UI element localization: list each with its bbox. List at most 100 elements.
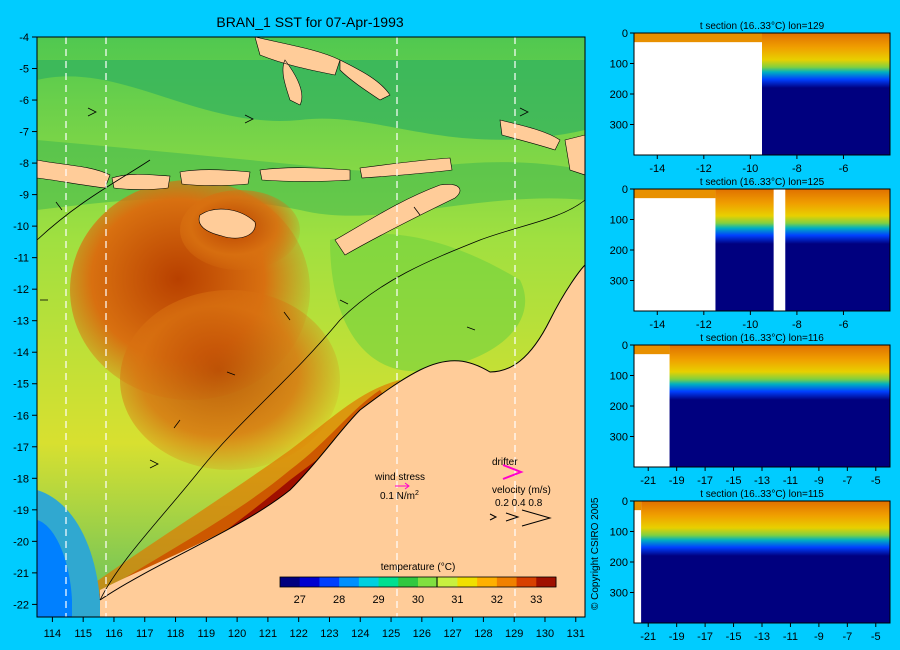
section-xtick-label: -14 xyxy=(649,163,665,175)
shelf-contour xyxy=(37,159,585,601)
map-ytick-label: -20 xyxy=(13,536,29,548)
section-xtick-label: -12 xyxy=(696,163,712,175)
colorbar-tick-label: 28 xyxy=(333,594,345,606)
colorbar-swatch xyxy=(299,577,320,587)
wind-stress-arrow-head xyxy=(404,482,410,490)
section-xtick-label: -6 xyxy=(839,163,849,175)
section-xtick-label: -5 xyxy=(871,631,881,643)
velocity-arrows xyxy=(489,509,552,527)
section-xtick-label: -19 xyxy=(669,475,685,487)
sumba-island xyxy=(198,208,256,239)
colorbar-tick-label: 33 xyxy=(530,594,542,606)
section-xtick-label: -7 xyxy=(842,631,852,643)
section-ocean xyxy=(715,189,890,311)
section-ytick-label: 200 xyxy=(610,89,628,101)
map-ytick-label: -16 xyxy=(13,410,29,422)
drifter-label: drifter xyxy=(492,457,518,468)
colorbar-tick-label: 32 xyxy=(491,594,503,606)
map-ytick-label: -15 xyxy=(13,379,29,391)
map-ytick-label: -7 xyxy=(19,127,29,139)
map-ytick-label: -4 xyxy=(19,32,29,44)
section-2: t section (16..33°C) lon=125 0 100 200 300 -1… xyxy=(610,177,891,331)
map-xtick-label: 121 xyxy=(259,628,277,640)
figure-title: BRAN_1 SST for 07-Apr-1993 xyxy=(216,14,403,30)
section-shelf-water xyxy=(634,501,642,511)
section-ytick-label: 200 xyxy=(610,557,628,569)
map-xtick-label: 115 xyxy=(74,628,92,640)
map-xtick-label: 119 xyxy=(198,628,216,640)
section-xtick-label: -12 xyxy=(696,319,712,331)
sst-map xyxy=(37,37,585,617)
section-ytick-label: 0 xyxy=(622,340,628,352)
map-y-axis: -4 -5 -6 -7 -8 -9 -10 -11 -12 -13 -14 -15 -16 -17 -18 -… xyxy=(13,32,37,611)
velocity-label: velocity (m/s) xyxy=(492,485,551,496)
australia-land xyxy=(100,265,585,617)
colorbar-tick-label: 30 xyxy=(412,594,424,606)
section-4: t section (16..33°C) lon=115 0 100 200 300 -2… xyxy=(610,489,891,643)
colorbar-swatch xyxy=(339,577,360,587)
section-ocean xyxy=(762,33,890,155)
section-ytick-label: 300 xyxy=(610,120,628,132)
colorbar-tick-label: 27 xyxy=(294,594,306,606)
colorbar-swatch xyxy=(457,577,478,587)
section-ytick-label: 300 xyxy=(610,588,628,600)
coastline xyxy=(99,264,585,601)
cool-water-southwest-core xyxy=(37,520,72,617)
section-xtick-label: -17 xyxy=(697,631,713,643)
section-xtick-label: -19 xyxy=(669,631,685,643)
map-ytick-label: -19 xyxy=(13,505,29,517)
colorbar-label: temperature (°C) xyxy=(381,562,456,573)
section-title: t section (16..33°C) lon=125 xyxy=(700,177,825,188)
colorbar-swatch xyxy=(477,577,498,587)
coastal-warm-halo xyxy=(70,380,410,610)
cool-water-band xyxy=(37,60,585,140)
map-xtick-label: 131 xyxy=(567,628,585,640)
colorbar-swatch xyxy=(378,577,399,587)
section-title: t section (16..33°C) lon=115 xyxy=(700,489,824,500)
map-ytick-label: -21 xyxy=(13,568,29,580)
map-ytick-label: -5 xyxy=(19,64,29,76)
section-xtick-label: -11 xyxy=(783,631,798,643)
map-xtick-label: 117 xyxy=(136,628,154,640)
map-ytick-label: -18 xyxy=(13,473,29,485)
section-ytick-label: 100 xyxy=(610,371,628,383)
section-ytick-label: 200 xyxy=(610,401,628,413)
section-xtick-label: -13 xyxy=(754,475,770,487)
section-xtick-label: -5 xyxy=(871,475,881,487)
colorbar-swatch xyxy=(437,577,458,587)
colorbar-swatch xyxy=(319,577,340,587)
section-ytick-label: 0 xyxy=(622,28,628,40)
section-shelf-water xyxy=(634,189,716,199)
section-xtick-label: -13 xyxy=(754,631,770,643)
map-ytick-label: -22 xyxy=(13,599,29,611)
section-ytick-label: 100 xyxy=(610,215,628,227)
section-1: t section (16..33°C) lon=129 0 100 200 300 -1… xyxy=(610,21,891,175)
warm-eddy-centre xyxy=(120,290,340,470)
mixed-water-zone xyxy=(330,233,526,372)
wind-vectors xyxy=(40,107,529,469)
section-title: t section (16..33°C) lon=116 xyxy=(700,333,824,344)
section-xtick-label: -8 xyxy=(792,163,802,175)
section-ytick-label: 300 xyxy=(610,432,628,444)
section-xtick-label: -21 xyxy=(640,631,656,643)
map-xtick-label: 127 xyxy=(443,628,461,640)
map-ytick-label: -10 xyxy=(13,221,29,233)
northern-islands xyxy=(254,37,561,151)
wind-stress-label: wind stress xyxy=(374,472,425,483)
map-xtick-label: 122 xyxy=(290,628,308,640)
section-xtick-label: -15 xyxy=(726,631,742,643)
section-ytick-label: 0 xyxy=(622,184,628,196)
map-xtick-label: 120 xyxy=(228,628,246,640)
colorbar-tick-label: 29 xyxy=(372,594,384,606)
velocity-values: 0.2 0.4 0.8 xyxy=(495,498,543,509)
section-ocean xyxy=(669,345,890,467)
map-xtick-label: 123 xyxy=(320,628,338,640)
section-xtick-label: -14 xyxy=(649,319,665,331)
t-sections: t section (16..33°C) lon=129 0 100 200 300 -1… xyxy=(610,21,891,643)
section-xtick-label: -21 xyxy=(640,475,656,487)
colorbar-frame xyxy=(279,576,557,588)
colorbar-swatch xyxy=(496,577,518,587)
map-xtick-label: 126 xyxy=(413,628,431,640)
section-ytick-label: 100 xyxy=(610,527,628,539)
